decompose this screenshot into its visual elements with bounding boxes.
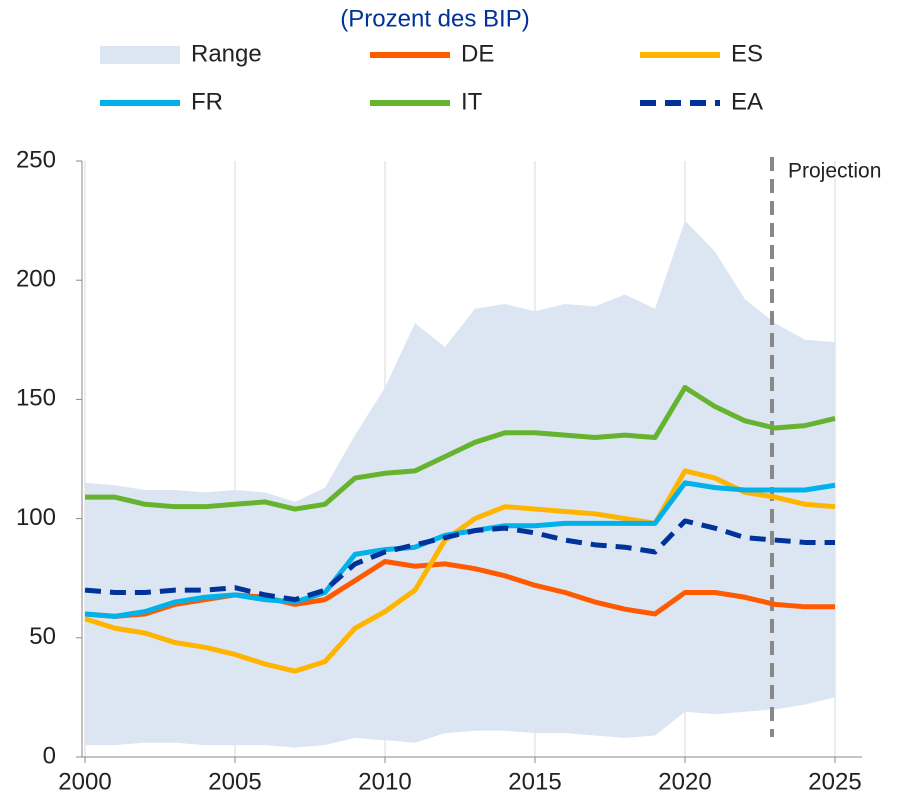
y-tick-label: 250 xyxy=(16,146,56,173)
x-tick-label: 2000 xyxy=(58,768,111,795)
legend-label: FR xyxy=(191,88,223,115)
y-tick-label: 200 xyxy=(16,266,56,293)
series-line xyxy=(84,480,836,619)
series-line xyxy=(84,518,835,603)
x-tick-label: 2005 xyxy=(208,768,261,795)
y-tick-label: 50 xyxy=(29,623,56,650)
y-tick-label: 150 xyxy=(16,385,56,412)
projection-label: Projection xyxy=(788,160,881,183)
legend-label: IT xyxy=(461,88,483,115)
series-line xyxy=(85,384,836,512)
legend-label: Range xyxy=(191,40,262,67)
legend-label: EA xyxy=(731,88,763,115)
range-band xyxy=(85,220,835,748)
x-tick-label: 2020 xyxy=(658,768,711,795)
series-line xyxy=(84,468,836,674)
y-tick-label: 0 xyxy=(43,742,56,769)
legend-label: DE xyxy=(461,40,494,67)
legend-swatch xyxy=(100,46,180,64)
x-tick-label: 2025 xyxy=(808,768,861,795)
x-tick-label: 2015 xyxy=(508,768,561,795)
chart-title: (Prozent des BIP) xyxy=(340,5,529,32)
legend-label: ES xyxy=(731,40,763,67)
y-tick-label: 100 xyxy=(16,504,56,531)
x-tick-label: 2010 xyxy=(358,768,411,795)
